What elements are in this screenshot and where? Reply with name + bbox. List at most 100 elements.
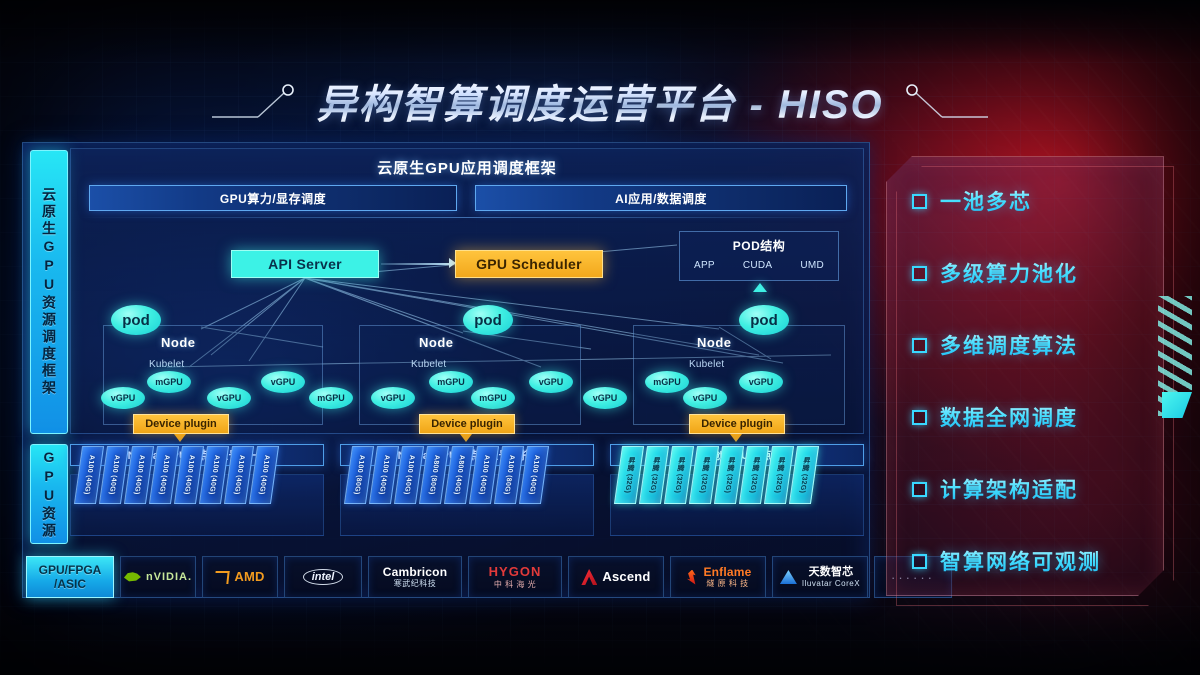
device-plugin-3[interactable]: Device plugin (689, 414, 785, 434)
vendor-subtitle: Iluvatar CoreX (801, 578, 861, 588)
vendor-iluvatar[interactable]: 天数智芯 Iluvatar CoreX (772, 556, 868, 598)
pod-oval-1[interactable]: pod (111, 305, 161, 335)
feature-item-3[interactable]: 多维调度算法 (912, 330, 1162, 360)
vendor-subtitle: 中 科 海 光 (493, 579, 537, 589)
pod-oval-3[interactable]: pod (739, 305, 789, 335)
api-to-scheduler-link (381, 263, 453, 265)
vendor-name-stack: Enflame 燧 原 科 技 (703, 565, 751, 589)
gpu-compute-memory-scheduling-button[interactable]: GPU算力/显存调度 (89, 185, 457, 211)
vendor-name: 天数智芯 (808, 566, 854, 579)
vendor-more-label: ······ (891, 570, 935, 585)
feature-label: 多维调度算法 (940, 330, 1078, 360)
vendor-enflame[interactable]: Enflame 燧 原 科 技 (670, 556, 766, 598)
pod-oval-2[interactable]: pod (463, 305, 513, 335)
mgpu-oval[interactable]: mGPU (645, 371, 689, 393)
pod-structure-title: POD结构 (732, 239, 786, 253)
gpu-card-list-1: A100 (40G) A100 (40G) A100 (40G) A100 (40G)… (73, 446, 280, 504)
vendor-hygon[interactable]: HYGON 中 科 海 光 (468, 556, 562, 598)
vendor-name: HYGON (488, 563, 542, 579)
vendor-name: nVIDIA. (145, 570, 193, 583)
pod-layer-cuda: CUDA (742, 260, 773, 271)
vendor-gpu-fpga-asic[interactable]: GPU/FPGA/ASIC (26, 556, 114, 598)
feature-label: 一池多芯 (940, 186, 1032, 216)
gpu-card-label: 昇腾 (32G) (773, 456, 786, 494)
gpu-card-label: 昇腾 (32G) (648, 456, 661, 494)
vendor-logo-row: GPU/FPGA/ASIC nVIDIA. AMD intel Cambricon 寒武纪… (26, 556, 952, 598)
feature-label: 多级算力池化 (940, 258, 1078, 288)
nvidia-logo-icon (123, 572, 141, 582)
gpu-card-label: A100 (40G) (82, 455, 96, 495)
enflame-logo-icon (686, 569, 696, 585)
gpu-scheduler-node[interactable]: GPU Scheduler (455, 250, 603, 278)
sidebar-item-cloud-native-gpu-framework[interactable]: 云原生GPU资源调度框架 (30, 150, 68, 434)
gpu-card-label: A100 (40G) (377, 455, 391, 495)
gpu-card-list-2: A100 (80G) A100 (40G) A100 (40G) A800 (80G)… (343, 446, 550, 504)
gpu-resource-section: Nvdia GPU节点 (型号统一) A100 (40G)A100 (40G)A… (70, 444, 864, 544)
feature-item-5[interactable]: 计算架构适配 (912, 474, 1162, 504)
amd-logo-icon (214, 570, 231, 584)
mgpu-oval[interactable]: mGPU (471, 387, 515, 409)
feature-item-6[interactable]: 智算网络可观测 (912, 546, 1162, 576)
vgpu-oval[interactable]: vGPU (583, 387, 627, 409)
vendor-name-stack: Ascend (602, 568, 651, 585)
mgpu-oval[interactable]: mGPU (147, 371, 191, 393)
vendor-subtitle: 寒武纪科技 (393, 579, 437, 589)
mgpu-oval[interactable]: mGPU (429, 371, 473, 393)
kubelet-label-2: Kubelet (411, 359, 447, 370)
background-bottom-fade (0, 607, 1200, 675)
gpu-card[interactable]: A100 (40G) (518, 446, 550, 504)
vendor-amd[interactable]: AMD (202, 556, 278, 598)
gpu-group-nvidia-uniform: Nvdia GPU节点 (型号统一) A100 (40G)A100 (40G)A… (70, 444, 324, 544)
checkbox-icon (912, 265, 927, 281)
vgpu-oval[interactable]: vGPU (683, 387, 727, 409)
gpu-card-label: A100 (40G) (157, 455, 171, 495)
vgpu-oval[interactable]: vGPU (371, 387, 415, 409)
gpu-group-xinchuang: 信创GPU节点 昇腾 (32G)昇腾 (32G)昇腾 (32G)昇腾 (32G)… (610, 444, 864, 544)
gpu-card-label: A800 (40G) (452, 455, 466, 495)
gpu-card-label: 昇腾 (32G) (798, 456, 811, 494)
vendor-nvidia[interactable]: nVIDIA. (120, 556, 196, 598)
vendor-ascend[interactable]: Ascend (568, 556, 664, 598)
vendor-cambricon[interactable]: Cambricon 寒武纪科技 (368, 556, 462, 598)
gpu-card-label: A100 (40G) (207, 455, 221, 495)
gpu-card-label: 昇腾 (32G) (723, 456, 736, 494)
gpu-card[interactable]: A100 (40G) (248, 446, 280, 504)
vgpu-oval[interactable]: vGPU (207, 387, 251, 409)
device-plugin-arrow-icon-2 (460, 434, 472, 442)
vgpu-oval[interactable]: vGPU (101, 387, 145, 409)
device-plugin-1[interactable]: Device plugin (133, 414, 229, 434)
vgpu-oval[interactable]: vGPU (529, 371, 573, 393)
feature-label: 计算架构适配 (940, 474, 1078, 504)
feature-list: 一池多芯多级算力池化 多维调度算法数据全网调度计算架构适配智算网络可观测 (912, 186, 1162, 576)
vendor-name-stack: Cambricon 寒武纪科技 (383, 565, 447, 589)
api-to-scheduler-arrow-icon (449, 258, 456, 268)
pod-structure-arrow-icon (753, 283, 767, 292)
page-title: 异构智算调度运营平台 - HISO (316, 72, 883, 130)
gpu-group-nvidia-mixed: Nvdia GPU节点 (型号混搭) A100 (80G)A100 (40G)A… (340, 444, 594, 544)
framework-title: 云原生GPU应用调度框架 (377, 160, 557, 177)
framework-section: 云原生GPU应用调度框架 GPU算力/显存调度 AI应用/数据调度 (70, 148, 864, 434)
device-plugin-2[interactable]: Device plugin (419, 414, 515, 434)
slide-title-row: 异构智算调度运营平台 - HISO (0, 72, 1200, 130)
checkbox-icon (912, 409, 927, 425)
gpu-card-label: A100 (40G) (402, 455, 416, 495)
feature-item-1[interactable]: 一池多芯 (912, 186, 1162, 216)
pod-layer-app: APP (693, 260, 715, 271)
vendor-intel[interactable]: intel (284, 556, 362, 598)
feature-item-2[interactable]: 多级算力池化 (912, 258, 1162, 288)
gpu-card[interactable]: 昇腾 (32G) (788, 446, 820, 504)
intel-logo-icon: intel (302, 569, 344, 585)
sidebar-item-gpu-resource[interactable]: GPU资源 (30, 444, 68, 544)
mgpu-oval[interactable]: mGPU (309, 387, 353, 409)
framework-divider (79, 217, 855, 218)
api-server-node[interactable]: API Server (231, 250, 379, 278)
ai-app-data-scheduling-button[interactable]: AI应用/数据调度 (475, 185, 847, 211)
feature-item-4[interactable]: 数据全网调度 (912, 402, 1162, 432)
kubelet-label-3: Kubelet (689, 359, 725, 370)
pod-layer-umd: UMD (800, 260, 824, 271)
background-top-fade (0, 0, 1200, 62)
vgpu-oval[interactable]: vGPU (739, 371, 783, 393)
vendor-name: Ascend (602, 568, 651, 584)
vgpu-oval[interactable]: vGPU (261, 371, 305, 393)
